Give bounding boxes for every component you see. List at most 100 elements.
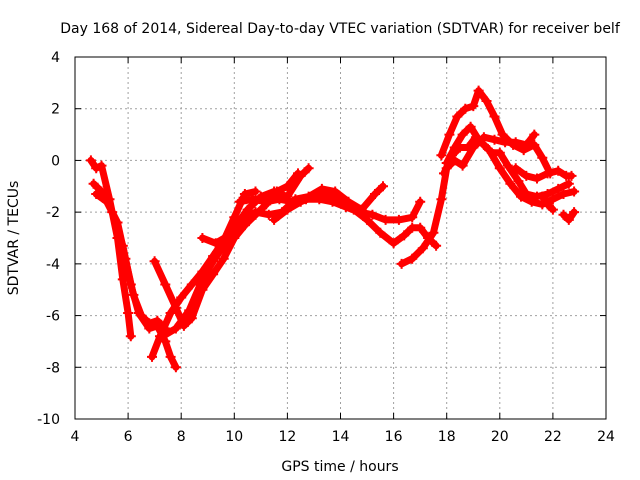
data-point-marker — [208, 269, 219, 280]
data-point-marker — [532, 173, 542, 184]
y-tick-label: -4 — [46, 257, 60, 273]
data-point-marker — [439, 168, 449, 179]
data-point-marker — [508, 139, 519, 150]
data-point-marker — [144, 318, 155, 329]
data-point-marker — [247, 194, 258, 205]
data-point-marker — [309, 191, 319, 202]
data-point-marker — [263, 209, 274, 220]
data-point-marker — [542, 168, 553, 179]
data-point-marker — [261, 196, 272, 207]
data-point-marker — [407, 212, 418, 223]
data-point-marker — [436, 150, 447, 161]
data-point-marker — [120, 253, 131, 264]
data-point-marker — [157, 331, 168, 342]
x-tick-label: 14 — [332, 429, 350, 445]
data-point-marker — [529, 129, 540, 140]
data-point-marker — [197, 274, 208, 285]
data-point-marker — [497, 129, 508, 140]
data-point-marker — [170, 323, 181, 334]
data-point-marker — [186, 279, 197, 290]
y-tick-label: -2 — [46, 205, 60, 221]
data-point-marker — [375, 227, 386, 238]
chart-title: Day 168 of 2014, Sidereal Day-to-day VTE… — [60, 21, 621, 37]
y-tick-labels: -10 -8 -6 -4 -2 0 2 4 — [37, 50, 60, 428]
y-tick-label: -6 — [46, 309, 60, 325]
data-point-marker — [502, 160, 513, 171]
data-point-marker — [558, 209, 569, 220]
data-point-marker — [510, 163, 521, 174]
data-point-marker — [415, 196, 426, 207]
data-point-marker — [431, 240, 442, 251]
data-point-marker — [537, 191, 548, 202]
data-point-marker — [441, 158, 452, 168]
grid — [75, 57, 606, 419]
data-point-marker — [348, 204, 359, 215]
data-series — [85, 85, 580, 373]
data-point-marker — [399, 230, 410, 241]
data-point-marker — [91, 163, 102, 174]
data-point-marker — [282, 204, 293, 215]
data-point-marker — [147, 351, 157, 362]
data-point-marker — [462, 142, 473, 153]
data-point-marker — [457, 160, 468, 171]
data-point-marker — [136, 310, 147, 321]
data-point-marker — [165, 351, 176, 362]
data-point-marker — [112, 217, 123, 228]
data-point-marker — [218, 253, 229, 264]
plot-frame — [74, 56, 607, 420]
data-point-marker — [494, 163, 505, 174]
data-point-marker — [537, 152, 548, 163]
data-point-marker — [569, 186, 580, 197]
data-point-marker — [123, 308, 134, 318]
data-point-marker — [473, 85, 484, 96]
data-point-marker — [186, 313, 197, 324]
data-point-marker — [505, 178, 516, 189]
x-tick-label: 18 — [438, 429, 456, 445]
data-point-marker — [370, 189, 380, 199]
data-point-marker — [489, 134, 500, 145]
data-point-marker — [88, 178, 99, 189]
x-tick-label: 6 — [124, 429, 133, 445]
data-point-marker — [547, 204, 558, 215]
data-point-marker — [184, 305, 195, 316]
data-point-marker — [197, 233, 208, 243]
data-point-marker — [367, 209, 378, 220]
data-point-marker — [152, 315, 163, 326]
data-point-marker — [274, 194, 285, 205]
data-point-marker — [96, 160, 107, 171]
data-point-marker — [444, 129, 455, 140]
data-point-marker — [457, 129, 468, 140]
data-point-marker — [558, 189, 569, 199]
data-point-marker — [234, 196, 245, 207]
data-point-marker — [224, 230, 234, 241]
data-point-marker — [91, 189, 102, 199]
data-point-marker — [208, 256, 219, 267]
data-point-marker — [269, 214, 280, 225]
data-point-marker — [210, 238, 221, 249]
data-point-marker — [322, 189, 333, 199]
data-point-marker — [125, 331, 136, 342]
y-tick-label: -10 — [37, 412, 60, 428]
data-point-marker — [481, 96, 492, 106]
data-point-marker — [407, 253, 418, 264]
data-point-marker — [250, 186, 261, 197]
data-point-marker — [465, 121, 476, 132]
data-point-marker — [250, 207, 261, 218]
data-point-marker — [176, 292, 187, 303]
data-point-marker — [553, 183, 564, 194]
data-point-marker — [563, 214, 574, 225]
data-point-marker — [518, 145, 529, 156]
data-point-marker — [295, 170, 306, 181]
data-point-marker — [521, 170, 532, 181]
x-tick-label: 12 — [278, 429, 296, 445]
data-point-marker — [128, 289, 139, 300]
data-point-marker — [388, 238, 399, 249]
data-point-marker — [295, 196, 306, 207]
data-point-marker — [396, 258, 407, 269]
y-axis-title: SDTVAR / TECUs — [6, 181, 22, 296]
y-tick-label: 4 — [51, 50, 60, 66]
data-point-marker — [449, 142, 460, 153]
data-point-marker — [85, 155, 96, 166]
x-tick-label: 24 — [597, 429, 615, 445]
data-point-marker — [513, 176, 524, 187]
